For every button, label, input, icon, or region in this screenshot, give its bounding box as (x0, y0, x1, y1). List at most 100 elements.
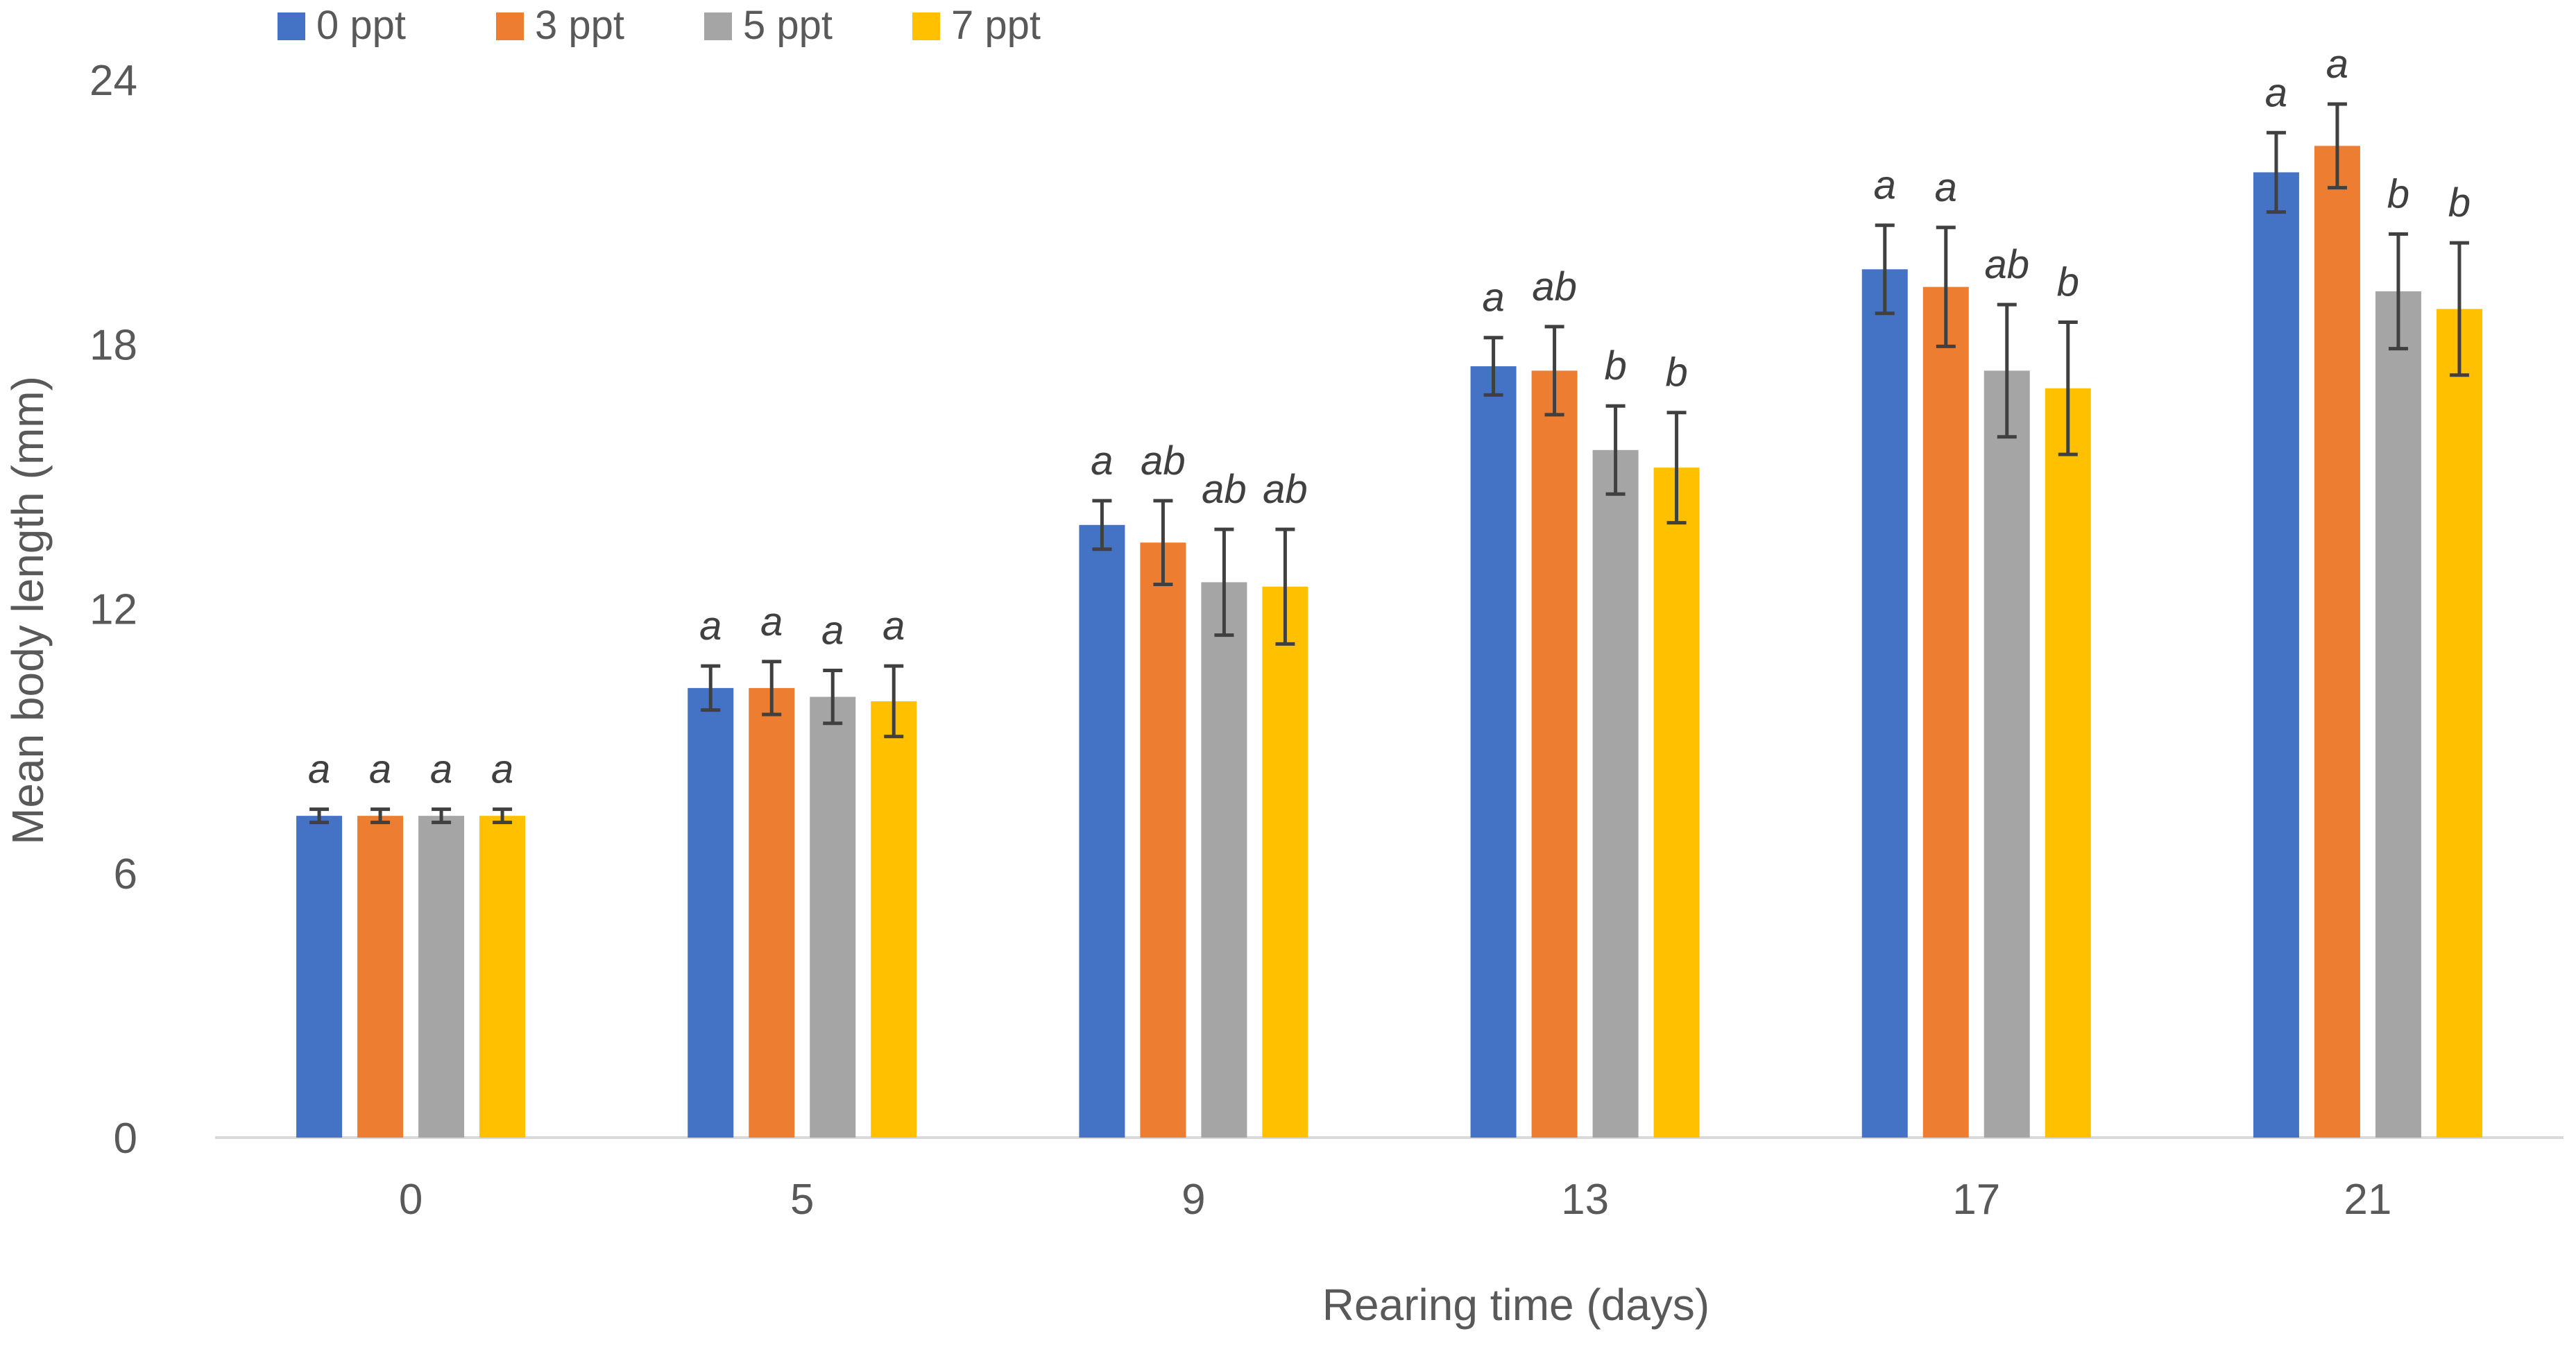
x-tick-label: 9 (1182, 1176, 1205, 1224)
significance-label: ab (1141, 438, 1186, 483)
error-bar (2266, 130, 2286, 214)
bar-3ppt-day-5 (749, 687, 795, 1138)
y-axis-tick-labels: 0 6 12 18 24 (89, 57, 137, 1163)
error-bar (1605, 404, 1626, 496)
error-bar (309, 807, 330, 825)
significance-label: b (1665, 350, 1687, 395)
bar-7ppt-day-13 (1653, 468, 1700, 1138)
significance-label: a (2265, 70, 2287, 115)
significance-label: a (491, 747, 513, 792)
significance-label: b (1604, 343, 1626, 388)
error-bar (701, 664, 721, 712)
significance-label: a (821, 608, 844, 653)
error-bar (762, 660, 782, 717)
legend-swatch (496, 12, 524, 40)
error-bar (432, 807, 452, 825)
bar-0ppt-day-5 (688, 687, 734, 1138)
legend-label: 3 ppt (535, 3, 624, 48)
significance-label: b (2448, 180, 2471, 225)
error-bar (2327, 102, 2347, 190)
legend-label: 0 ppt (316, 3, 406, 48)
significance-label: a (1874, 163, 1896, 208)
bar-5ppt-day-0 (418, 816, 465, 1138)
significance-label: a (2326, 42, 2348, 87)
bar-5ppt-day-9 (1201, 582, 1247, 1138)
error-bar (1483, 336, 1503, 397)
y-axis-title: Mean body length (mm) (3, 376, 53, 845)
bars (296, 146, 2482, 1138)
y-tick-label: 0 (114, 1115, 137, 1163)
x-tick-label: 21 (2344, 1176, 2391, 1224)
y-tick-label: 6 (114, 850, 137, 898)
error-bar (2449, 241, 2469, 377)
bar-0ppt-day-9 (1079, 524, 1125, 1138)
x-tick-label: 0 (399, 1176, 423, 1224)
bar-7ppt-day-21 (2436, 309, 2482, 1138)
error-bar (1214, 527, 1234, 637)
error-bar (1275, 527, 1295, 646)
error-bar (493, 807, 513, 825)
legend-swatch (912, 12, 940, 40)
significance-label: a (1091, 438, 1113, 483)
error-bar (884, 664, 904, 739)
error-bar (1092, 499, 1112, 551)
y-tick-label: 12 (89, 586, 137, 634)
legend-swatch (278, 12, 305, 40)
error-bar (823, 668, 843, 726)
x-tick-label: 17 (1952, 1176, 2000, 1224)
error-bar (1936, 225, 1956, 348)
significance-label: b (2387, 171, 2409, 216)
legend: 0 ppt 3 ppt 5 ppt 7 ppt (278, 3, 1041, 48)
error-bar (1666, 411, 1687, 525)
significance-label: ab (1263, 467, 1308, 512)
bar-3ppt-day-17 (1922, 286, 1969, 1138)
y-tick-label: 18 (89, 321, 137, 369)
x-axis-tick-labels: 0 5 9 13 17 21 (399, 1176, 2392, 1224)
bar-3ppt-day-21 (2314, 146, 2360, 1138)
bar-3ppt-day-0 (357, 816, 404, 1138)
legend-label: 7 ppt (951, 3, 1041, 48)
bar-3ppt-day-13 (1531, 370, 1578, 1138)
significance-label: a (699, 603, 722, 649)
bar-0ppt-day-21 (2253, 172, 2299, 1138)
significance-label: ab (1984, 242, 2029, 287)
bar-7ppt-day-0 (479, 816, 526, 1138)
bar-7ppt-day-9 (1262, 586, 1308, 1138)
error-bars (309, 102, 2469, 825)
error-bar (370, 807, 391, 825)
significance-label: a (369, 747, 391, 792)
significance-label: b (2057, 259, 2079, 305)
error-bar (2058, 320, 2078, 456)
legend-swatch (704, 12, 732, 40)
significance-label: a (308, 747, 330, 792)
bar-5ppt-day-21 (2375, 291, 2421, 1138)
error-bar (1544, 325, 1564, 417)
error-bar (1997, 302, 2017, 439)
y-tick-label: 24 (89, 57, 137, 105)
significance-label: a (760, 599, 783, 644)
bar-0ppt-day-0 (296, 816, 343, 1138)
significance-label: ab (1532, 264, 1577, 309)
bar-3ppt-day-9 (1140, 542, 1186, 1138)
significance-label: a (1482, 275, 1504, 320)
x-axis-title: Rearing time (days) (1322, 1280, 1709, 1330)
bar-5ppt-day-17 (1984, 370, 2030, 1138)
bar-7ppt-day-5 (871, 701, 917, 1138)
legend-label: 5 ppt (743, 3, 833, 48)
bar-7ppt-day-17 (2045, 388, 2091, 1138)
significance-label: ab (1202, 467, 1247, 512)
significance-label: a (882, 603, 905, 649)
error-bar (1153, 499, 1173, 587)
x-tick-label: 13 (1561, 1176, 1609, 1224)
bar-5ppt-day-13 (1592, 449, 1639, 1138)
significance-label: a (1935, 165, 1957, 210)
bar-5ppt-day-5 (810, 696, 856, 1138)
error-bar (1875, 223, 1895, 316)
significance-label: a (430, 747, 452, 792)
bar-0ppt-day-17 (1861, 269, 1908, 1138)
bar-0ppt-day-13 (1470, 366, 1517, 1138)
error-bar (2388, 232, 2408, 351)
x-tick-label: 5 (790, 1176, 814, 1224)
